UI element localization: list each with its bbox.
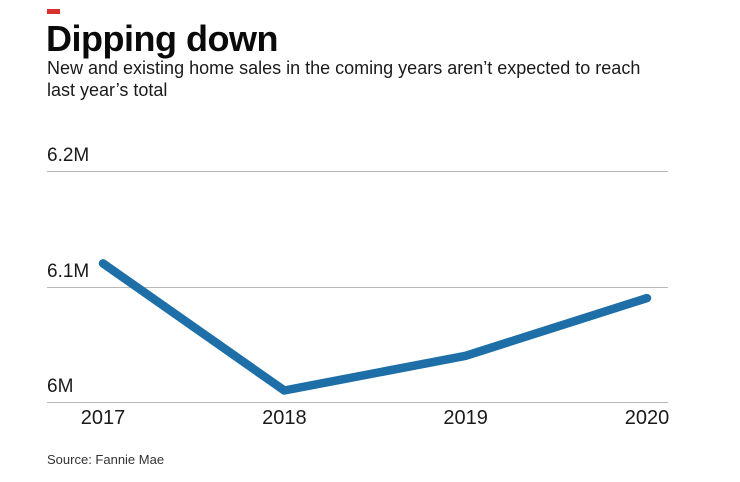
x-axis-tick-label: 2020 [624, 407, 670, 429]
y-axis-tick-label: 6.2M [47, 145, 90, 166]
y-axis-tick-label: 6.1M [47, 260, 90, 282]
x-axis-tick-label: 2017 [80, 407, 126, 429]
y-axis-tick-label: 6M [47, 376, 74, 397]
accent-bar [47, 9, 60, 14]
source-note: Source: Fannie Mae [47, 452, 165, 467]
chart-title: Dipping down [46, 18, 278, 59]
x-axis-tick-label: 2019 [443, 407, 488, 429]
data-line [98, 259, 652, 395]
x-axis-tick-label: 2018 [262, 407, 307, 429]
chart-subtitle: New and existing home sales in the comin… [47, 58, 641, 100]
